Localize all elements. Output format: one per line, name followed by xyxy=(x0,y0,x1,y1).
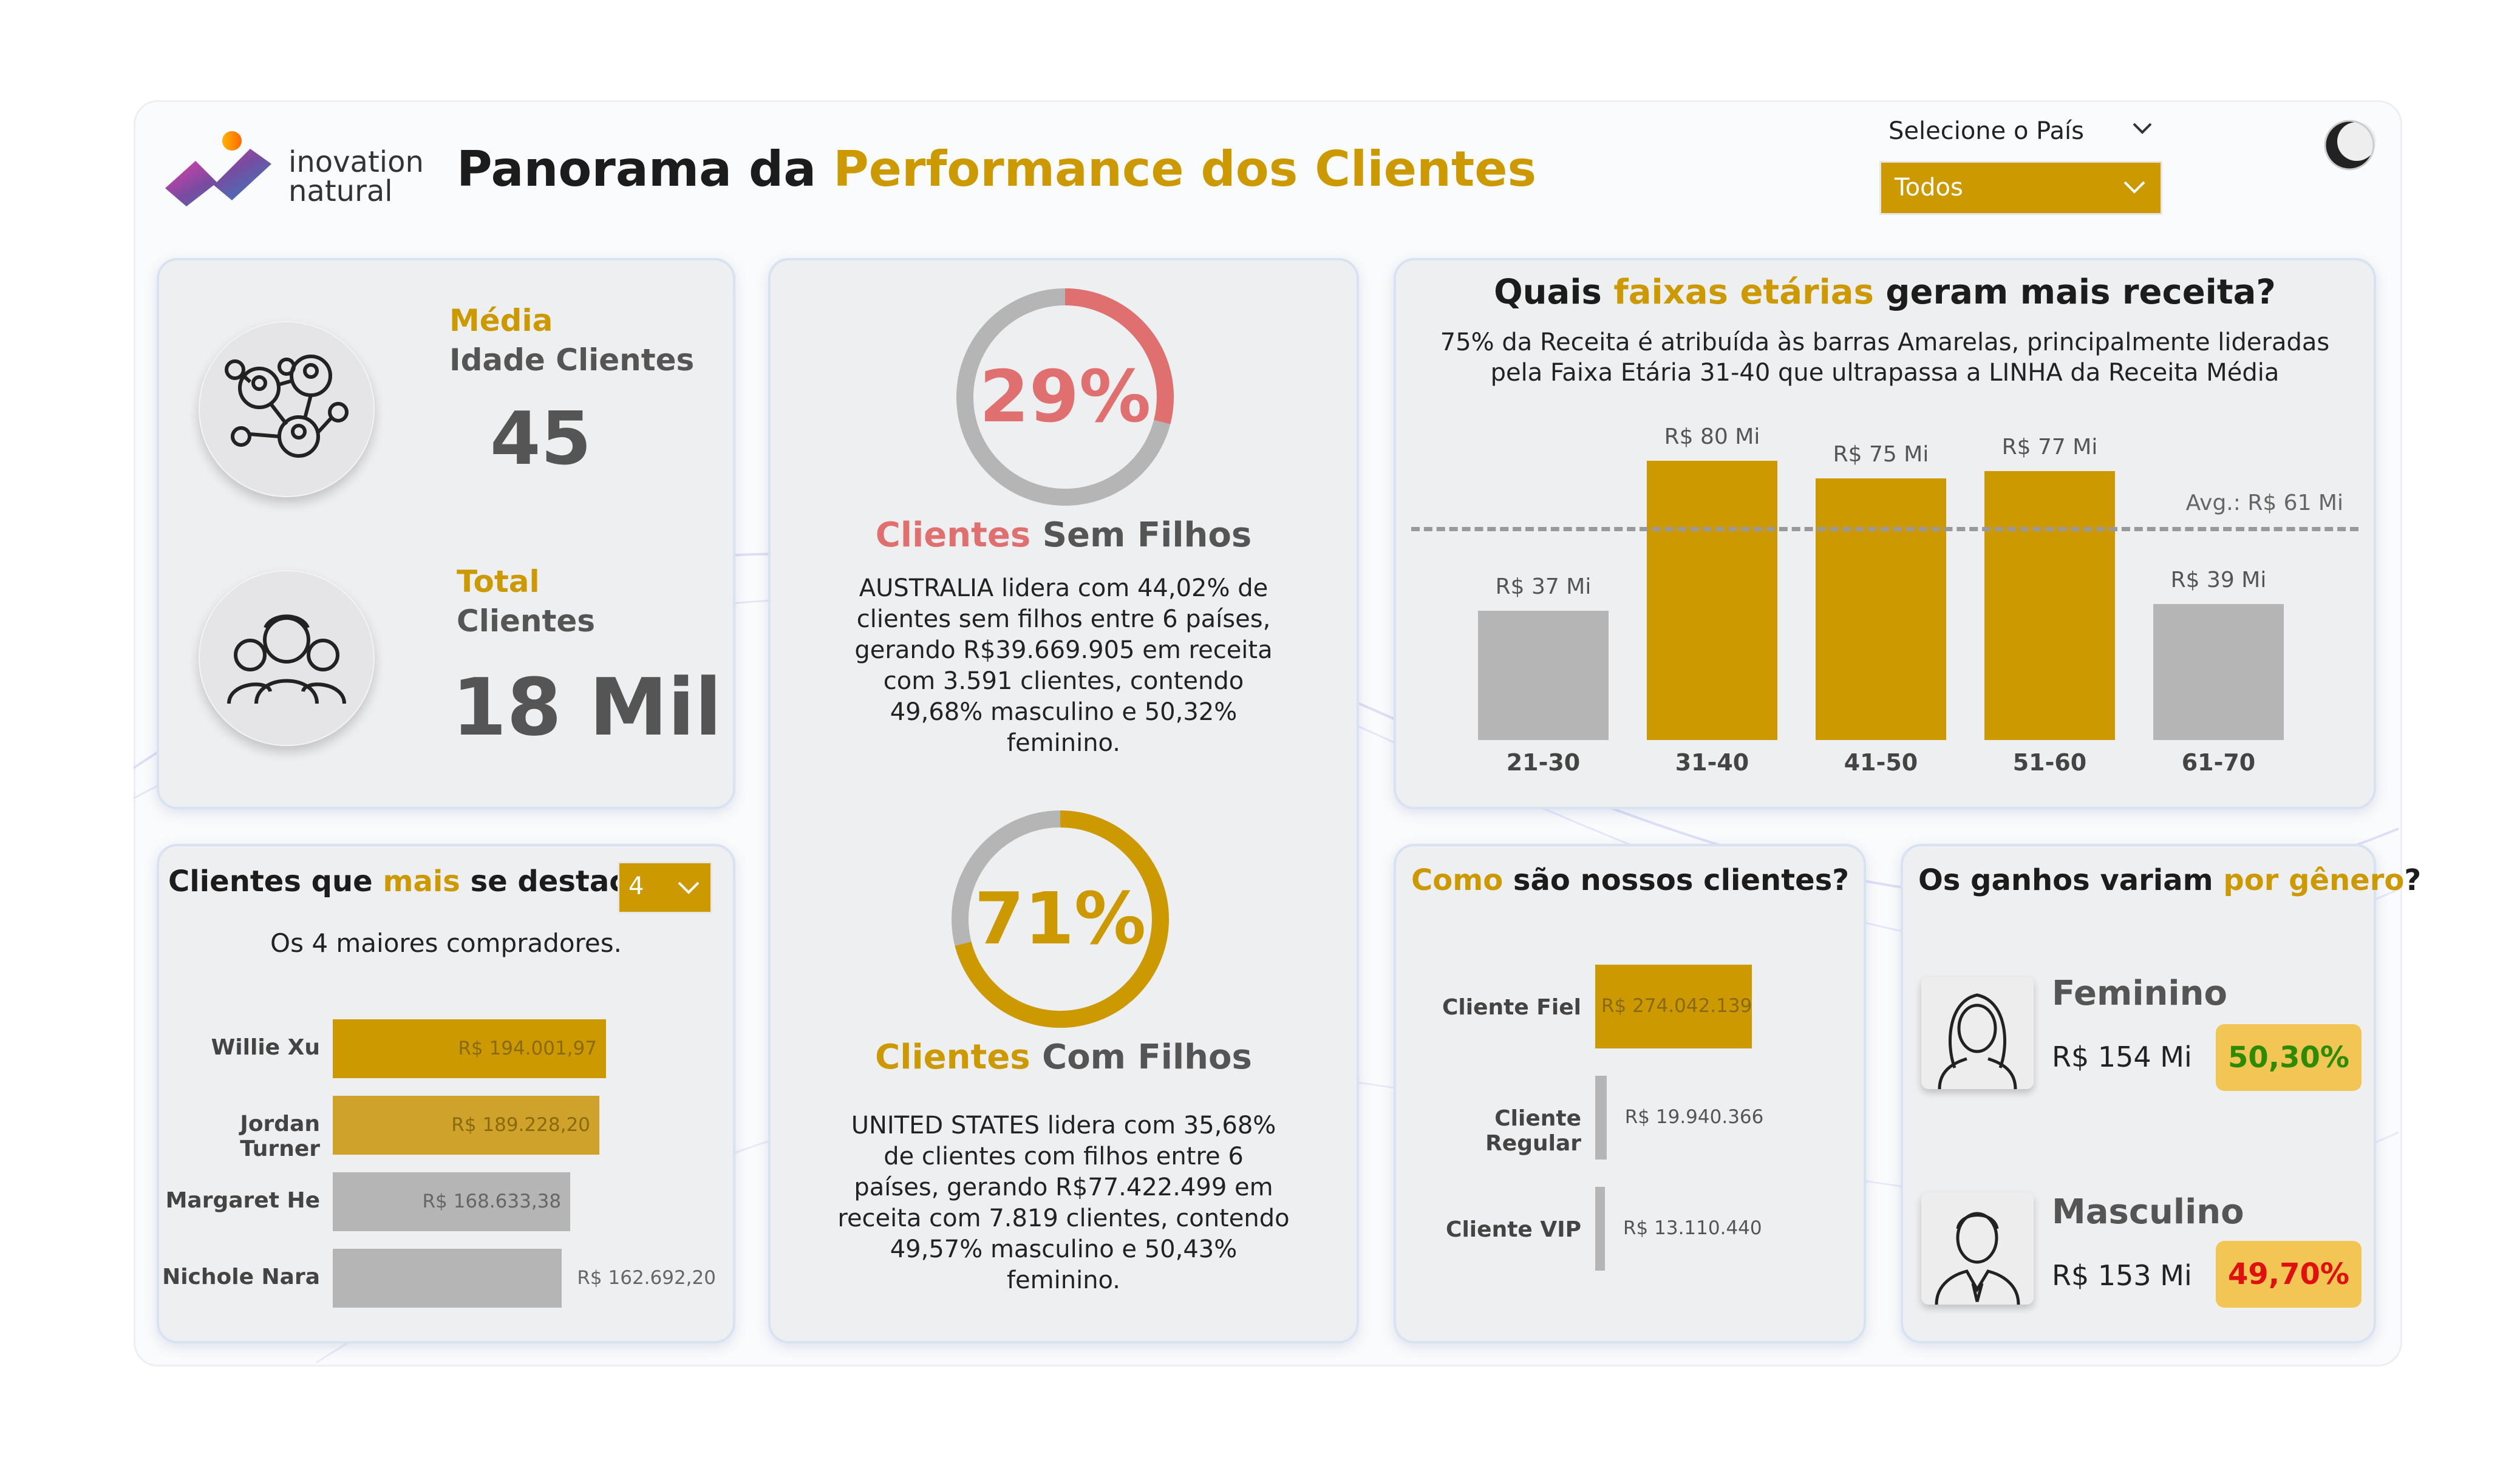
no-children-title: Clientes Sem Filhos xyxy=(875,515,1252,555)
age-bar-chart: R$ 37 Mi 21-30 R$ 80 Mi 31-40 R$ 75 Mi 41-50 R… xyxy=(1396,260,2374,807)
age-chart-subtitle: 75% da Receita é atribuída às barras Ama… xyxy=(1440,328,2330,387)
no-children-text: AUSTRALIA lidera com 44,02% de clientes … xyxy=(854,574,1273,757)
age-category-label: 41-50 xyxy=(1844,749,1918,776)
age-revenue-card: Quais faixas etárias geram mais receita?… xyxy=(1394,258,2376,809)
gender-title: Os ganhos variam por gênero? xyxy=(1918,863,2422,897)
with-children-donut xyxy=(952,810,1169,1028)
gender-card: Os ganhos variam por gênero? Feminino R$… xyxy=(1901,844,2421,1343)
age-bar xyxy=(2153,603,2284,740)
age-bar xyxy=(1647,461,1777,740)
client-type-bar xyxy=(1595,1076,1607,1160)
client-types-chart: Cliente Fiel R$ 274.042.139 Cliente Regula… xyxy=(1396,846,1864,1341)
client-type-label: Cliente Fiel xyxy=(1442,995,1581,1020)
age-category-label: 51-60 xyxy=(2012,749,2087,776)
client-bar xyxy=(333,1249,562,1308)
female-avatar-icon xyxy=(1921,977,2034,1090)
age-bar xyxy=(1816,478,1946,740)
table-row-label: Nichole Nara xyxy=(162,1265,320,1289)
top-clients-subtitle: Os 4 maiores compradores. xyxy=(270,928,622,958)
with-children-title: Clientes Com Filhos xyxy=(875,1038,1252,1077)
kpi-card: Média Idade Clientes 45 Total Clientes 1… xyxy=(157,258,735,809)
client-types-card: Como são nossos clientes? Cliente Fiel R$… xyxy=(1394,844,1866,1343)
chevron-down-icon[interactable] xyxy=(2130,117,2154,141)
avg-age-value: 45 xyxy=(490,397,591,481)
page-title: Panorama da Performance dos Clientes xyxy=(457,141,1537,197)
female-percent-badge: 50,30% xyxy=(2216,1024,2362,1091)
client-type-bar xyxy=(1595,965,1752,1048)
brand-name: inovation natural xyxy=(288,145,424,208)
male-avatar-icon xyxy=(1921,1192,2034,1305)
total-clients-label: Total xyxy=(457,564,540,599)
top-clients-title: Clientes que mais se destacam xyxy=(168,864,677,898)
client-type-label: Cliente Regular xyxy=(1485,1106,1581,1156)
theme-toggle-icon[interactable] xyxy=(2323,118,2376,172)
table-row-label: Margaret He xyxy=(165,1188,320,1213)
total-clients-value: 18 Mil xyxy=(452,661,722,753)
with-children-percent: 71% xyxy=(974,877,1146,960)
male-label: Masculino xyxy=(2052,1192,2244,1232)
no-children-percent: 29% xyxy=(979,355,1151,438)
country-filter-label: Selecione o País xyxy=(1888,117,2084,145)
children-card: 29% Clientes Sem Filhos AUSTRALIA lidera… xyxy=(768,258,1359,1343)
top-clients-card: Clientes que mais se destacam 4 Os 4 mai… xyxy=(157,844,735,1343)
chevron-down-icon xyxy=(2123,181,2145,194)
brand-logo xyxy=(159,127,281,212)
client-type-value: R$ 13.110.440 xyxy=(1623,1217,1762,1239)
avg-age-sublabel: Idade Clientes xyxy=(449,342,695,378)
age-bar-value-label: R$ 77 Mi xyxy=(2001,435,2098,460)
top-n-select-value: 4 xyxy=(628,872,644,900)
age-bar-value-label: R$ 75 Mi xyxy=(1833,441,1929,467)
age-bar-value-label: R$ 80 Mi xyxy=(1664,424,1760,449)
top-n-select[interactable]: 4 xyxy=(618,861,712,914)
client-bar xyxy=(333,1019,606,1078)
client-type-value: R$ 274.042.139 xyxy=(1601,995,1752,1017)
table-row-label: Jordan Turner xyxy=(240,1112,320,1161)
chevron-down-icon xyxy=(678,881,700,894)
country-select-value: Todos xyxy=(1895,174,1963,202)
no-children-donut xyxy=(956,288,1174,506)
average-label: Avg.: R$ 61 Mi xyxy=(2185,491,2343,516)
client-bar-value: R$ 168.633,38 xyxy=(422,1190,562,1212)
avg-age-label: Média xyxy=(449,303,553,338)
age-bar xyxy=(1984,471,2115,740)
with-children-text: UNITED STATES lidera com 35,68% de clien… xyxy=(837,1112,1290,1294)
age-category-label: 31-40 xyxy=(1675,749,1749,776)
age-category-label: 61-70 xyxy=(2181,749,2256,776)
age-chart-title: Quais faixas etárias geram mais receita? xyxy=(1494,273,2276,312)
client-bar-value: R$ 194.001,97 xyxy=(458,1038,597,1059)
client-bar xyxy=(333,1172,571,1231)
country-select[interactable]: Todos xyxy=(1879,161,2162,215)
age-bar-value-label: R$ 37 Mi xyxy=(1495,574,1592,600)
client-bar-value: R$ 162.692,20 xyxy=(577,1267,716,1289)
male-revenue: R$ 153 Mi xyxy=(2052,1259,2192,1292)
age-bar-value-label: R$ 39 Mi xyxy=(2170,567,2267,593)
age-bar xyxy=(1478,611,1609,740)
total-clients-sublabel: Clientes xyxy=(457,603,596,639)
client-types-title: Como são nossos clientes? xyxy=(1411,863,1850,897)
average-line xyxy=(1411,527,2358,532)
client-type-bar xyxy=(1595,1187,1605,1271)
male-percent-badge: 49,70% xyxy=(2216,1241,2362,1308)
female-label: Feminino xyxy=(2052,974,2227,1013)
client-type-value: R$ 19.940.366 xyxy=(1624,1106,1764,1128)
client-type-label: Cliente VIP xyxy=(1446,1217,1581,1242)
female-revenue: R$ 154 Mi xyxy=(2052,1041,2192,1073)
age-category-label: 21-30 xyxy=(1506,749,1581,776)
table-row-label: Willie Xu xyxy=(211,1035,320,1060)
group-people-icon xyxy=(199,570,375,746)
client-bar-value: R$ 189.228,20 xyxy=(451,1114,590,1136)
top-clients-chart: Willie Xu R$ 194.001,97 Jordan Turner R$ 18… xyxy=(159,846,733,1341)
network-people-icon xyxy=(199,321,375,497)
client-bar xyxy=(333,1096,599,1155)
